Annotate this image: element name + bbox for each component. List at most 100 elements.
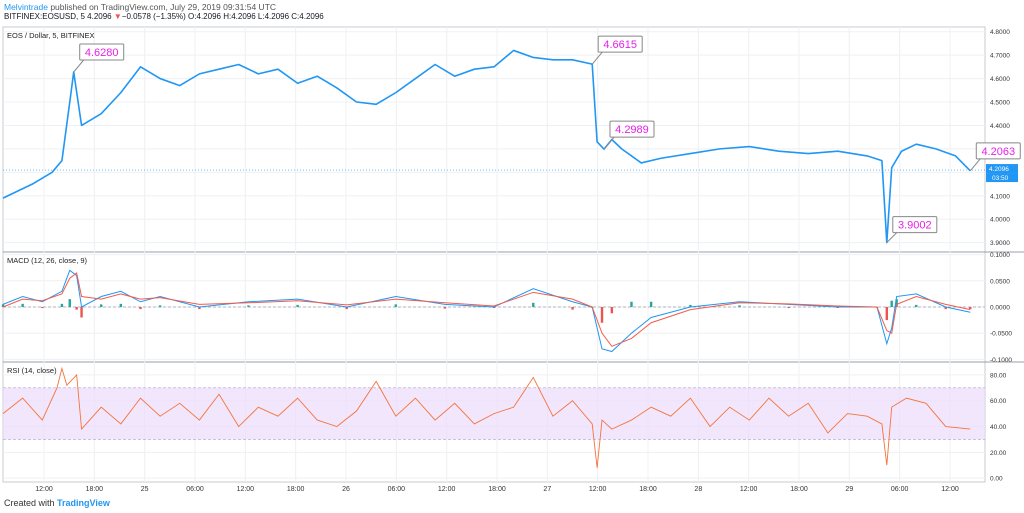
histogram-bar bbox=[492, 307, 496, 309]
y-tick-label: 3.9000 bbox=[990, 240, 1010, 247]
symbol-label: BITFINEX:EOSUSD, 5 bbox=[4, 12, 85, 21]
x-tick-label: 18:00 bbox=[639, 486, 657, 493]
symbol-legend: BITFINEX:EOSUSD, 5 4.2096 ▼−0.0578 (−1.3… bbox=[4, 12, 324, 21]
pane-title: RSI (14, close) bbox=[7, 366, 57, 375]
x-tick-label: 12:00 bbox=[589, 486, 607, 493]
histogram-bar bbox=[895, 299, 898, 307]
callout-box[interactable] bbox=[597, 35, 643, 53]
histogram-bar bbox=[890, 300, 893, 307]
tradingview-logo[interactable]: TradingView bbox=[57, 498, 110, 508]
author-link[interactable]: Melvintrade bbox=[4, 2, 48, 12]
y-tick-label: 0.00 bbox=[990, 476, 1003, 483]
last-value: 4.2096 bbox=[87, 12, 112, 21]
x-tick-label: 12:00 bbox=[941, 486, 959, 493]
pane-title: MACD (12, 26, close, 9) bbox=[7, 256, 88, 265]
price-line[interactable] bbox=[2, 49, 971, 244]
histogram-bar bbox=[885, 307, 888, 321]
histogram-bar bbox=[787, 307, 790, 309]
c-value: 4.2096 bbox=[299, 12, 324, 21]
histogram-bar bbox=[80, 307, 83, 318]
histogram-bar bbox=[100, 304, 103, 307]
histogram-bar bbox=[296, 304, 299, 307]
x-tick-label: 12:00 bbox=[740, 486, 758, 493]
l-value: 4.2096 bbox=[264, 12, 290, 21]
callout-box[interactable] bbox=[79, 43, 125, 61]
callout-box[interactable] bbox=[609, 120, 655, 138]
callout-label: 4.2063 bbox=[981, 146, 1015, 158]
y-tick-label: 4.7000 bbox=[990, 53, 1010, 60]
x-tick-label: 18:00 bbox=[488, 486, 506, 493]
c-label: C: bbox=[291, 12, 300, 21]
y-tick-label: 4.1000 bbox=[990, 193, 1010, 200]
y-tick-label: 60.00 bbox=[990, 398, 1007, 405]
x-tick-label: 18:00 bbox=[287, 486, 305, 493]
histogram-bar bbox=[1, 304, 5, 307]
x-tick-label: 12:00 bbox=[35, 486, 53, 493]
histogram-bar bbox=[944, 307, 947, 310]
callout-label: 4.6615 bbox=[603, 39, 637, 51]
last-price-tag bbox=[986, 164, 1018, 174]
y-tick-label: 40.00 bbox=[990, 424, 1007, 431]
pane-title: EOS / Dollar, 5, BITFINEX bbox=[7, 31, 95, 40]
histogram-bar bbox=[247, 305, 250, 307]
callout-label: 4.6280 bbox=[85, 47, 119, 59]
x-tick-label: 06:00 bbox=[186, 486, 204, 493]
y-tick-label: 80.00 bbox=[990, 372, 1007, 379]
x-tick-label: 25 bbox=[141, 486, 149, 493]
y-tick-label: 4.8000 bbox=[990, 29, 1010, 36]
histogram-bar bbox=[836, 307, 839, 309]
o-label: O: bbox=[188, 12, 197, 21]
countdown-label: 03:50 bbox=[992, 175, 1009, 182]
x-tick-label: 06:00 bbox=[388, 486, 406, 493]
callout-box[interactable] bbox=[975, 142, 1021, 160]
publish-info: Melvintrade published on TradingView.com… bbox=[4, 2, 276, 12]
histogram-bar bbox=[532, 302, 535, 307]
callout-box[interactable] bbox=[892, 216, 938, 234]
histogram-bar bbox=[689, 304, 692, 307]
y-tick-label: 4.6000 bbox=[990, 76, 1010, 83]
change-value: −0.0578 (−1.35%) bbox=[121, 12, 186, 21]
created-with-text: Created with bbox=[4, 498, 55, 508]
y-tick-label: 0.1000 bbox=[990, 252, 1010, 259]
histogram-bar bbox=[600, 307, 604, 323]
callout-label: 3.9002 bbox=[898, 220, 932, 232]
callout-pointer bbox=[969, 158, 981, 172]
histogram-bar bbox=[68, 299, 71, 307]
histogram-bar bbox=[571, 307, 574, 310]
footer: Created with TradingView bbox=[4, 498, 110, 508]
last-price-label: 4.2096 bbox=[989, 166, 1009, 173]
callout-label: 4.2989 bbox=[615, 124, 649, 136]
histogram-bar bbox=[630, 301, 633, 307]
x-tick-label: 28 bbox=[694, 486, 702, 493]
histogram-bar bbox=[969, 307, 972, 310]
histogram-bar bbox=[394, 304, 397, 307]
histogram-bar bbox=[345, 307, 348, 310]
histogram-bar bbox=[21, 303, 24, 307]
histogram-bar bbox=[119, 303, 123, 307]
histogram-bar bbox=[41, 307, 44, 309]
x-tick-label: 27 bbox=[543, 486, 551, 493]
signal-line[interactable] bbox=[2, 272, 971, 347]
histogram-bar bbox=[915, 304, 918, 307]
rsi-line[interactable] bbox=[2, 366, 971, 468]
histogram-bar bbox=[158, 305, 162, 307]
histogram-bar bbox=[75, 307, 78, 310]
h-value: 4.2096 bbox=[231, 12, 256, 21]
x-tick-label: 18:00 bbox=[86, 486, 104, 493]
x-tick-label: 12:00 bbox=[438, 486, 456, 493]
y-tick-label: 4.4000 bbox=[990, 123, 1010, 130]
histogram-bar bbox=[649, 301, 653, 307]
x-tick-label: 06:00 bbox=[891, 486, 909, 493]
y-tick-label: 4.0000 bbox=[990, 217, 1010, 224]
h-label: H: bbox=[223, 12, 232, 21]
x-tick-label: 18:00 bbox=[790, 486, 808, 493]
countdown-tag bbox=[986, 173, 1018, 183]
callout-pointer bbox=[886, 232, 898, 243]
macd-line[interactable] bbox=[2, 269, 971, 353]
y-tick-label: 20.00 bbox=[990, 450, 1007, 457]
o-value: 4.2096 bbox=[196, 12, 221, 21]
change-arrow-icon: ▼ bbox=[113, 12, 122, 21]
histogram-bar bbox=[198, 307, 201, 310]
histogram-bar bbox=[443, 307, 447, 309]
